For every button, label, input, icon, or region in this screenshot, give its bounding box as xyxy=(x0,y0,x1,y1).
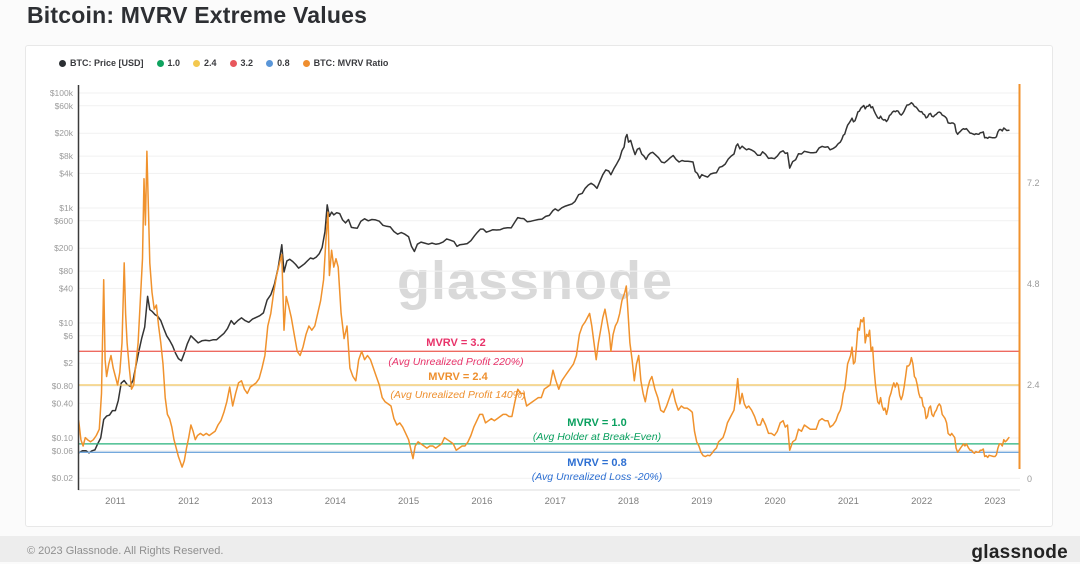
y-left-tick-label: $80 xyxy=(59,266,73,276)
y-left-tick-label: $200 xyxy=(54,243,73,253)
y-left-tick-label: $0.40 xyxy=(52,398,74,408)
x-tick-label: 2017 xyxy=(545,496,566,507)
x-tick-label: 2023 xyxy=(984,496,1005,507)
copyright-text: © 2023 Glassnode. All Rights Reserved. xyxy=(27,545,224,557)
legend-item-mvrv-ratio[interactable]: BTC: MVRV Ratio xyxy=(302,58,389,68)
annotation-subtitle-mvrv-1: (Avg Holder at Break-Even) xyxy=(533,431,661,443)
legend-dot-icon xyxy=(193,59,201,67)
y-left-tick-label: $0.06 xyxy=(52,446,74,456)
legend-item-btc-price[interactable]: BTC: Price [USD] xyxy=(59,58,144,68)
annotation-subtitle-mvrv-3.2: (Avg Unrealized Profit 220%) xyxy=(388,356,523,368)
legend-item-1-0[interactable]: 1.0 xyxy=(156,58,181,68)
y-left-tick-label: $100k xyxy=(50,88,74,98)
legend-item-2-4[interactable]: 2.4 xyxy=(193,58,217,68)
y-left-tick-label: $60k xyxy=(55,101,74,111)
x-tick-label: 2019 xyxy=(691,496,712,507)
y-left-tick-label: $4k xyxy=(59,168,73,178)
legend-label: 1.0 xyxy=(167,58,181,68)
footer-bar: © 2023 Glassnode. All Rights Reserved. g… xyxy=(0,536,1080,563)
y-right-tick-label: 4.8 xyxy=(1027,279,1040,289)
y-left-tick-label: $10 xyxy=(59,318,73,328)
legend-dot-icon xyxy=(156,59,164,67)
x-tick-label: 2018 xyxy=(618,496,639,507)
legend-item-0-8[interactable]: 0.8 xyxy=(266,58,290,68)
annotation-title-mvrv-1: MVRV = 1.0 xyxy=(567,417,626,429)
btc-mvrv-line xyxy=(77,150,1010,468)
x-tick-label: 2014 xyxy=(325,496,346,507)
legend-label: 0.8 xyxy=(277,58,290,68)
annotation-subtitle-mvrv-0.8: (Avg Unrealized Loss -20%) xyxy=(532,471,663,483)
y-left-tick-label: $8k xyxy=(59,151,73,161)
y-left-tick-label: $0.10 xyxy=(52,433,74,443)
x-tick-label: 2012 xyxy=(178,496,199,507)
legend-item-3-2[interactable]: 3.2 xyxy=(229,58,254,68)
legend-dot-icon xyxy=(229,59,237,67)
glassnode-watermark: glassnode xyxy=(397,250,673,312)
legend-label: BTC: Price [USD] xyxy=(70,58,144,68)
x-tick-label: 2022 xyxy=(911,496,932,507)
y-left-tick-label: $6 xyxy=(64,331,74,341)
y-left-tick-label: $0.80 xyxy=(52,381,74,391)
x-tick-label: 2016 xyxy=(471,496,492,507)
y-right-tick-label: 7.2 xyxy=(1027,178,1040,188)
legend-label: 2.4 xyxy=(204,58,217,68)
y-left-tick-label: $2 xyxy=(64,358,74,368)
y-left-tick-label: $40 xyxy=(59,283,73,293)
annotation-title-mvrv-3.2: MVRV = 3.2 xyxy=(426,337,485,349)
page-title: Bitcoin: MVRV Extreme Values xyxy=(27,2,368,28)
y-left-tick-label: $0.02 xyxy=(52,473,74,483)
x-tick-label: 2013 xyxy=(251,496,272,507)
plot-area[interactable] xyxy=(78,85,1020,490)
legend-label: BTC: MVRV Ratio xyxy=(313,58,389,68)
glassnode-logo[interactable]: glassnode xyxy=(971,542,1068,563)
annotation-title-mvrv-0.8: MVRV = 0.8 xyxy=(567,457,626,469)
x-tick-label: 2011 xyxy=(105,496,125,507)
y-left-tick-label: $20k xyxy=(55,128,74,138)
x-tick-label: 2015 xyxy=(398,496,419,507)
legend-dot-icon xyxy=(266,59,274,67)
y-right-tick-label: 2.4 xyxy=(1027,380,1040,390)
y-right-tick-label: 0 xyxy=(1027,474,1032,484)
chart-card: BTC: Price [USD] 1.0 2.4 3.2 0.8 BTC: MV… xyxy=(25,45,1053,527)
x-tick-label: 2021 xyxy=(838,496,859,507)
y-left-tick-label: $1k xyxy=(59,203,73,213)
legend-dot-icon xyxy=(59,59,66,67)
y-left-tick-label: $600 xyxy=(54,216,73,226)
legend-label: 3.2 xyxy=(240,58,254,68)
x-tick-label: 2020 xyxy=(765,496,786,507)
annotation-subtitle-mvrv-2.4: (Avg Unrealized Profit 140%) xyxy=(390,389,525,401)
legend-dot-icon xyxy=(302,59,310,67)
annotation-title-mvrv-2.4: MVRV = 2.4 xyxy=(428,371,488,383)
chart-legend: BTC: Price [USD] 1.0 2.4 3.2 0.8 BTC: MV… xyxy=(59,58,388,68)
